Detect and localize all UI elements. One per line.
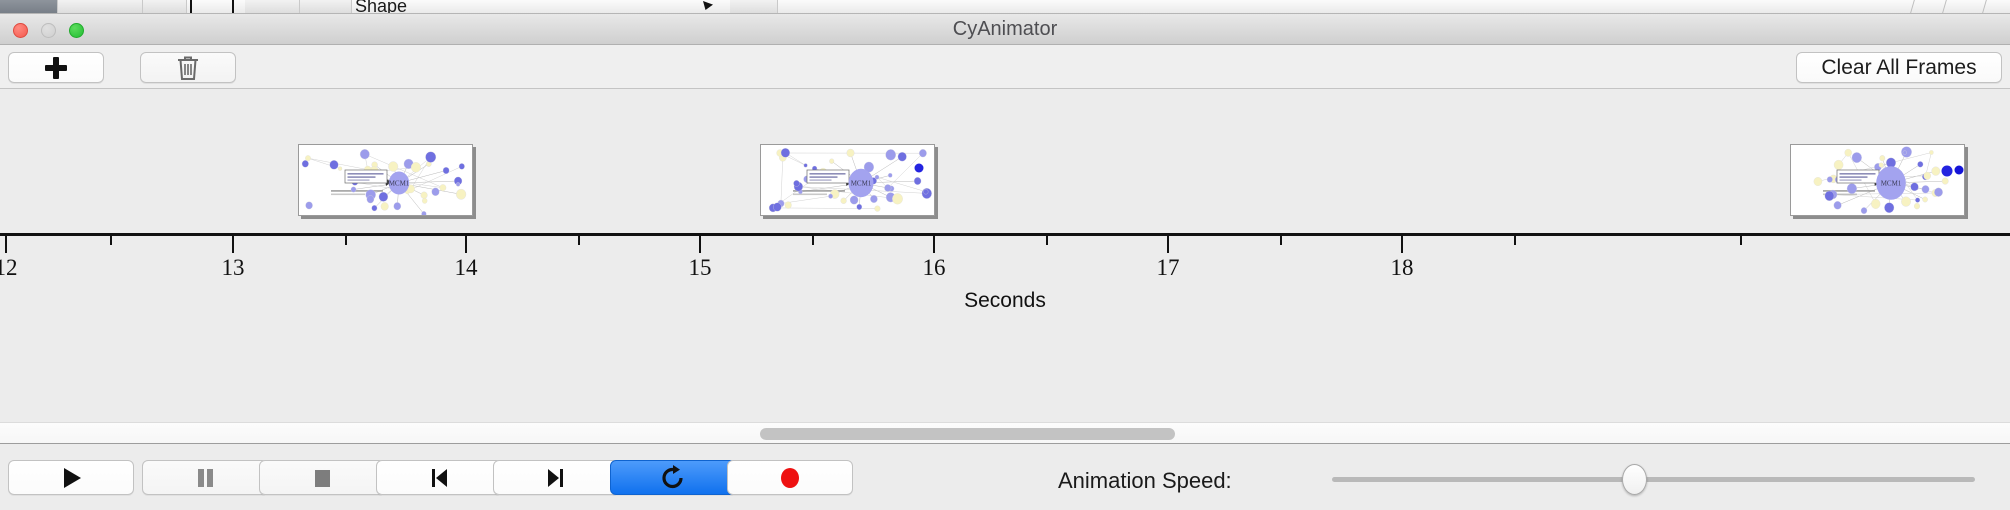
ruler-tick-label: 17 [1156, 255, 1180, 280]
network-graph-thumbnail: MCM1 [299, 145, 472, 215]
timeline-frame-thumbnail[interactable]: MCM1 [1790, 144, 1965, 216]
ruler-tick-minor [812, 236, 814, 245]
bg-segment [300, 0, 352, 13]
ruler-tick-label: 14 [454, 255, 478, 280]
animation-speed-label: Animation Speed: [1058, 468, 1232, 493]
record-icon [781, 467, 799, 488]
ruler-tick-major [699, 236, 701, 253]
loop-button[interactable] [610, 460, 736, 495]
ruler-tick-minor [1046, 236, 1048, 245]
skip-end-button[interactable] [493, 460, 619, 495]
window-title: CyAnimator [952, 18, 1058, 40]
delete-frame-button[interactable] [140, 52, 236, 83]
add-frame-button[interactable] [8, 52, 104, 83]
timeline-frame-thumbnail[interactable]: MCM1 [760, 144, 935, 216]
skip-previous-icon [432, 468, 447, 487]
minimize-button[interactable] [41, 23, 56, 38]
trash-icon [178, 56, 198, 80]
loop-icon [662, 464, 683, 488]
ruler-tick-minor [110, 236, 112, 245]
bg-mark [703, 1, 713, 10]
cyanimator-window: CyAnimator Clear All Frames MCM1 MCM1 MCM1… [0, 14, 2010, 510]
ruler-tick-major [1167, 236, 1169, 253]
bg-segment [143, 0, 187, 13]
ruler-tick-minor [345, 236, 347, 245]
plus-icon [45, 56, 67, 79]
ruler-tick-label: 18 [1390, 255, 1414, 280]
ruler-tick-minor [578, 236, 580, 245]
play-icon [64, 467, 81, 488]
animation-speed-slider-thumb[interactable] [1622, 464, 1647, 495]
stop-button[interactable] [259, 460, 385, 495]
bg-segment [0, 0, 58, 13]
titlebar: CyAnimator [0, 14, 2010, 45]
axis-title: Seconds [964, 289, 1046, 312]
bg-segment [245, 0, 300, 13]
bg-segment [58, 0, 143, 13]
toolbar: Clear All Frames [0, 45, 2010, 89]
ruler-tick-minor [1280, 236, 1282, 245]
clear-all-frames-label: Clear All Frames [1821, 55, 1977, 79]
bg-mark [1910, 0, 1915, 13]
playback-control-bar: Animation Speed: [0, 444, 2010, 510]
play-button[interactable] [8, 460, 134, 495]
ruler-tick-major [232, 236, 234, 253]
ruler-axis-line [0, 233, 2010, 236]
bg-segment [730, 0, 778, 13]
ruler-tick-major [933, 236, 935, 253]
svg-text:MCM1: MCM1 [851, 180, 872, 188]
ruler-tick-label: 15 [688, 255, 712, 280]
network-graph-thumbnail: MCM1 [761, 145, 934, 215]
svg-text:MCM1: MCM1 [389, 180, 410, 188]
animation-speed-slider[interactable] [1332, 464, 1975, 495]
bg-mark [1982, 0, 1987, 13]
pause-button[interactable] [142, 460, 268, 495]
record-button[interactable] [727, 460, 853, 495]
timeline-panel[interactable]: MCM1 MCM1 MCM1 12 13 14 15 16 17 18 Seconds [0, 89, 2010, 422]
close-button[interactable] [13, 23, 28, 38]
bg-mark [190, 0, 192, 13]
ruler-tick-minor [1514, 236, 1516, 245]
pause-icon [198, 468, 213, 487]
ruler-tick-label: 13 [221, 255, 245, 280]
skip-next-icon [548, 468, 563, 487]
background-window-strip: Shape [0, 0, 2010, 14]
ruler-tick-major [5, 236, 7, 253]
skip-start-button[interactable] [376, 460, 502, 495]
clear-all-frames-button[interactable]: Clear All Frames [1796, 52, 2002, 83]
ruler-tick-label: 16 [922, 255, 946, 280]
ruler-tick-minor [1740, 236, 1742, 245]
scrollbar-thumb[interactable] [760, 428, 1175, 440]
timeline-frame-thumbnail[interactable]: MCM1 [298, 144, 473, 216]
bg-mark [232, 0, 234, 13]
stop-icon [315, 469, 330, 487]
ruler-tick-label: 12 [0, 255, 18, 280]
ruler-tick-major [1401, 236, 1403, 253]
ruler-tick-major [465, 236, 467, 253]
bg-mark [1942, 0, 1947, 13]
bg-text-fragment: Shape [355, 0, 408, 14]
maximize-button[interactable] [69, 23, 84, 38]
time-ruler[interactable]: 12 13 14 15 16 17 18 [0, 233, 2010, 280]
network-graph-thumbnail: MCM1 [1791, 145, 1964, 215]
svg-text:MCM1: MCM1 [1881, 180, 1902, 188]
timeline-scrollbar[interactable] [0, 422, 2010, 444]
